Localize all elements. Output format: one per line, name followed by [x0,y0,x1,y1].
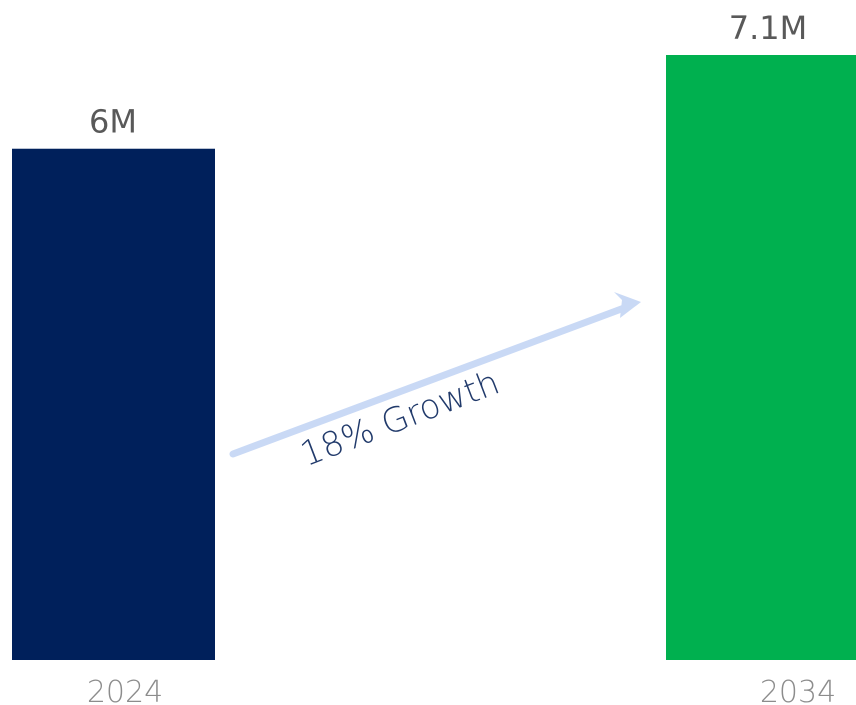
growth-arrow-line [229,304,628,458]
growth-arrow: 18% Growth [229,292,641,475]
value-label-2034: 7.1M [729,9,808,47]
value-label-2024: 6M [89,103,137,141]
bar-2034 [666,55,856,660]
bar-2024 [12,148,215,660]
category-labels-group: 2024 2034 [87,675,836,705]
growth-arrow-head [614,292,641,318]
category-label-2034: 2034 [760,675,836,705]
bars-group [12,55,856,660]
value-labels-group: 6M 7.1M [89,9,807,141]
category-label-2024: 2024 [87,675,163,705]
